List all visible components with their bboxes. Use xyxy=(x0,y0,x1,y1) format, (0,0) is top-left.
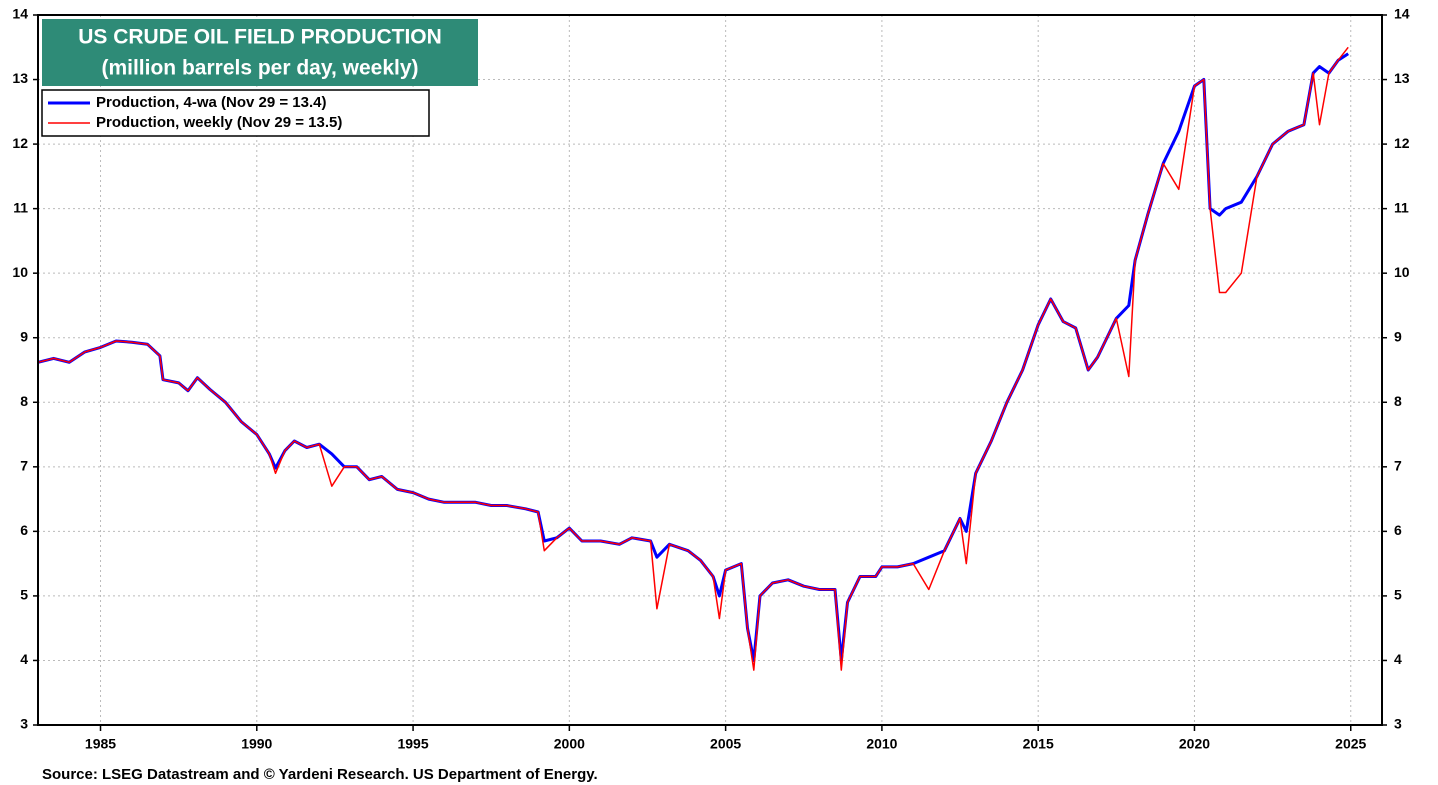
x-tick-label: 2015 xyxy=(1023,736,1054,752)
y-tick-label-right: 13 xyxy=(1394,70,1410,86)
y-tick-label-right: 14 xyxy=(1394,6,1410,22)
series-line xyxy=(37,52,1350,662)
y-tick-label-right: 3 xyxy=(1394,716,1402,732)
y-tick-label-right: 5 xyxy=(1394,587,1402,603)
source-note: Source: LSEG Datastream and © Yardeni Re… xyxy=(42,766,598,783)
x-tick-label: 2025 xyxy=(1335,736,1366,752)
x-tick-label: 2000 xyxy=(554,736,585,752)
y-tick-label: 11 xyxy=(13,199,28,215)
y-tick-label: 8 xyxy=(20,393,28,409)
y-tick-label-right: 12 xyxy=(1394,135,1410,151)
chart-title: US CRUDE OIL FIELD PRODUCTION xyxy=(78,26,442,49)
y-tick-label: 7 xyxy=(20,458,28,474)
y-tick-label: 9 xyxy=(20,328,28,344)
series-line xyxy=(37,46,1349,671)
y-tick-label: 14 xyxy=(12,6,28,22)
y-tick-label-right: 8 xyxy=(1394,393,1402,409)
y-tick-label: 13 xyxy=(12,70,28,86)
y-tick-label: 3 xyxy=(20,716,28,732)
x-tick-label: 2020 xyxy=(1179,736,1210,752)
x-tick-label: 1985 xyxy=(85,736,116,752)
chart-subtitle: (million barrels per day, weekly) xyxy=(101,57,418,80)
y-tick-label-right: 10 xyxy=(1394,264,1410,280)
y-tick-label: 4 xyxy=(20,651,28,667)
y-tick-label: 6 xyxy=(20,522,28,538)
y-tick-label-right: 7 xyxy=(1394,458,1402,474)
legend-box xyxy=(41,89,430,137)
y-tick-label-right: 9 xyxy=(1394,328,1402,344)
x-tick-label: 1995 xyxy=(397,736,428,752)
y-tick-label-right: 6 xyxy=(1394,522,1402,538)
x-tick-label: 2010 xyxy=(866,736,897,752)
title-box xyxy=(42,19,478,86)
y-tick-label: 5 xyxy=(20,587,28,603)
plot-frame xyxy=(37,14,1383,726)
y-tick-label-right: 4 xyxy=(1394,651,1402,667)
legend-label: Production, weekly (Nov 29 = 13.5) xyxy=(96,114,342,131)
y-tick-label-right: 11 xyxy=(1394,199,1409,215)
y-tick-label: 10 xyxy=(12,264,28,280)
legend-label: Production, 4-wa (Nov 29 = 13.4) xyxy=(96,94,326,111)
y-tick-label: 12 xyxy=(12,135,28,151)
x-tick-label: 2005 xyxy=(710,736,741,752)
x-tick-label: 1990 xyxy=(241,736,272,752)
